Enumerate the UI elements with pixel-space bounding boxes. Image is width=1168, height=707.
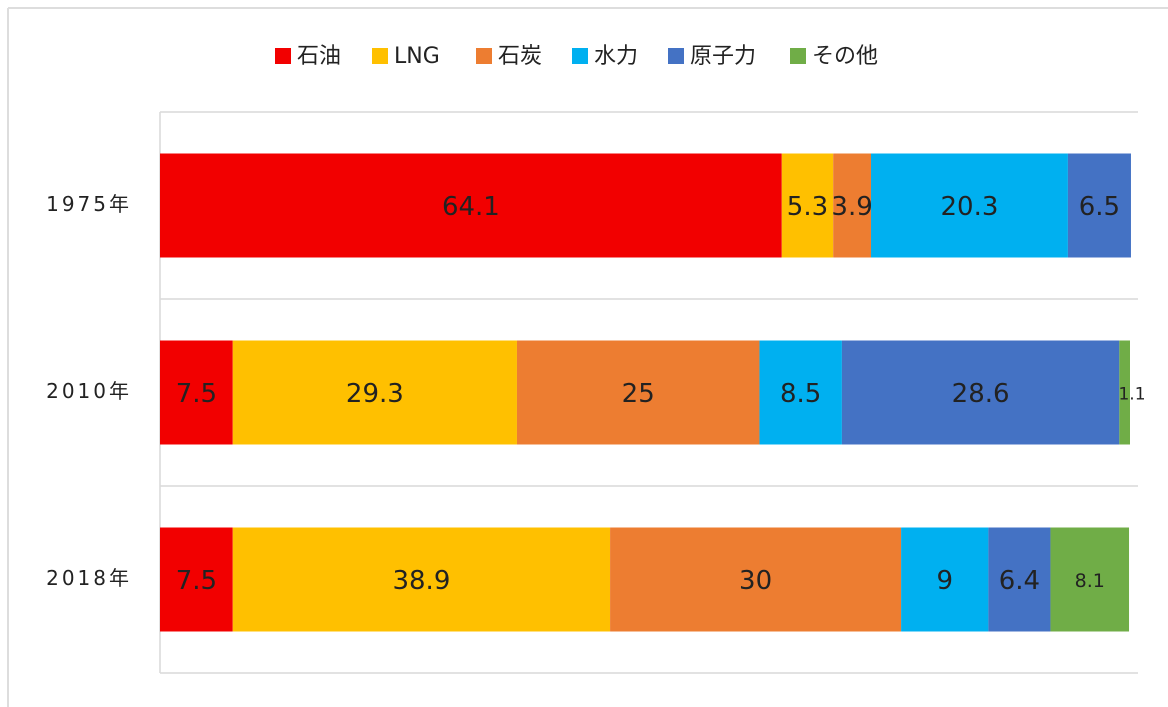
bar-segment bbox=[232, 340, 517, 445]
legend-label: 水力 bbox=[594, 44, 638, 69]
data-label: 6.4 bbox=[999, 566, 1040, 596]
data-label: 25 bbox=[622, 379, 655, 409]
bar-segment bbox=[901, 527, 989, 632]
bar-segment bbox=[1050, 527, 1130, 632]
y-tick-label: 2010年 bbox=[46, 379, 132, 403]
data-label: 28.6 bbox=[952, 379, 1010, 409]
legend-swatch bbox=[572, 48, 588, 64]
bar-segment bbox=[988, 527, 1051, 632]
bar-segment bbox=[160, 527, 233, 632]
data-label: 9 bbox=[936, 566, 953, 596]
legend-swatch bbox=[372, 48, 388, 64]
bar-segment bbox=[232, 527, 611, 632]
data-label: 20.3 bbox=[941, 192, 999, 222]
bar-segment bbox=[1067, 153, 1131, 258]
bar-segment bbox=[160, 340, 233, 445]
legend-label: 石油 bbox=[297, 44, 341, 69]
legend-swatch bbox=[668, 48, 684, 64]
data-label: 29.3 bbox=[346, 379, 404, 409]
y-tick-label: 2018年 bbox=[46, 566, 132, 590]
data-label: 8.1 bbox=[1075, 570, 1105, 592]
legend-label: 石炭 bbox=[498, 44, 542, 69]
bar-segment bbox=[841, 340, 1120, 445]
data-label: 30 bbox=[739, 566, 772, 596]
bar-segment bbox=[160, 153, 782, 258]
bar-segment bbox=[516, 340, 760, 445]
legend-label: 原子力 bbox=[690, 44, 756, 69]
data-label: 5.3 bbox=[787, 192, 828, 222]
bar-segment bbox=[759, 340, 842, 445]
data-label: 7.5 bbox=[176, 566, 217, 596]
legend-swatch bbox=[476, 48, 492, 64]
legend-swatch bbox=[790, 48, 806, 64]
bar-segment bbox=[1119, 340, 1130, 445]
data-label: 7.5 bbox=[176, 379, 217, 409]
data-label: 8.5 bbox=[780, 379, 821, 409]
legend-swatch bbox=[275, 48, 291, 64]
y-tick-label: 1975年 bbox=[46, 192, 132, 216]
bar-segment bbox=[871, 153, 1068, 258]
data-label: 1.1 bbox=[1118, 385, 1145, 405]
data-label: 38.9 bbox=[392, 566, 450, 596]
data-label: 6.5 bbox=[1079, 192, 1120, 222]
bar-segment bbox=[610, 527, 902, 632]
legend-label: LNG bbox=[394, 44, 440, 69]
legend-label: その他 bbox=[812, 44, 878, 69]
bar-segment bbox=[833, 153, 872, 258]
data-label: 64.1 bbox=[442, 192, 500, 222]
data-label: 3.9 bbox=[831, 192, 872, 222]
bar-segment bbox=[781, 153, 834, 258]
